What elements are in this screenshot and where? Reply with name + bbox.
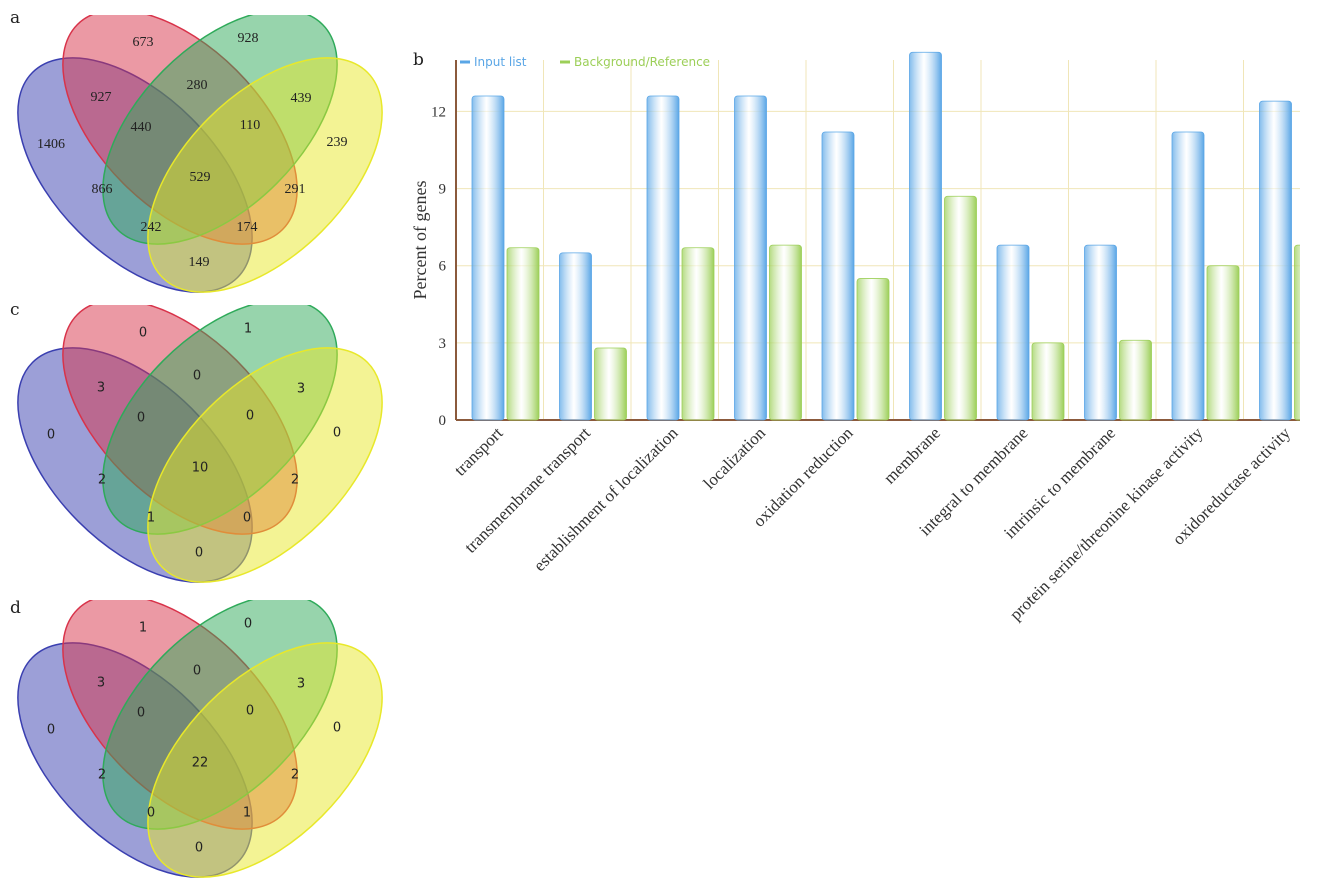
venn-count-red-yellow: 2 bbox=[291, 473, 299, 488]
y-axis-label: Percent of genes bbox=[410, 181, 430, 300]
bar-input-list-8 bbox=[1171, 131, 1205, 421]
venn-count-blue-yellow: 149 bbox=[189, 255, 210, 270]
bar-background-reference-9 bbox=[1294, 244, 1300, 421]
bar-background-reference-0 bbox=[506, 247, 540, 421]
bar-background-reference-3 bbox=[769, 244, 802, 421]
panel-label-d: d bbox=[10, 598, 21, 618]
venn-count-blue-red-green: 0 bbox=[137, 411, 145, 426]
bar-input-list-9 bbox=[1259, 100, 1292, 421]
venn-set-yellow bbox=[147, 347, 383, 583]
panel-label-b: b bbox=[413, 50, 424, 70]
venn-count-red-yellow: 2 bbox=[291, 768, 299, 783]
venn-count-yellow-only: 0 bbox=[333, 426, 341, 441]
venn-count-yellow-only: 239 bbox=[327, 135, 348, 150]
venn-count-blue-red: 3 bbox=[97, 381, 105, 396]
venn-count-red-only: 0 bbox=[139, 326, 147, 341]
panel-label-a: a bbox=[10, 8, 21, 28]
bar-background-reference-8 bbox=[1206, 265, 1240, 421]
bar-input-list-1 bbox=[559, 252, 592, 421]
venn-count-green-yellow: 3 bbox=[297, 382, 305, 397]
venn-count-blue-only: 0 bbox=[47, 723, 55, 738]
venn-count-blue-green: 866 bbox=[92, 182, 113, 197]
venn-count-blue-red-green: 440 bbox=[131, 120, 152, 135]
venn-count-blue-yellow: 0 bbox=[195, 841, 203, 856]
venn-count-red-green: 0 bbox=[193, 664, 201, 679]
venn-count-blue-red-yellow: 174 bbox=[237, 220, 258, 235]
legend-label: Background/Reference bbox=[574, 55, 710, 69]
venn-count-yellow-only: 0 bbox=[333, 721, 341, 736]
y-tick-label: 6 bbox=[439, 259, 447, 275]
venn-count-blue-green: 2 bbox=[98, 768, 106, 783]
venn-count-blue-green-yellow: 242 bbox=[141, 220, 162, 235]
y-tick-label: 9 bbox=[439, 182, 447, 198]
bar-background-reference-6 bbox=[1031, 342, 1065, 421]
bar-background-reference-5 bbox=[944, 195, 977, 421]
bar-input-list-6 bbox=[996, 244, 1030, 421]
bar-input-list-0 bbox=[471, 95, 505, 421]
venn-count-blue-red-yellow: 0 bbox=[243, 511, 251, 526]
venn-count-blue-only: 0 bbox=[47, 428, 55, 443]
venn-count-green-yellow: 439 bbox=[291, 91, 312, 106]
bar-background-reference-1 bbox=[594, 347, 627, 421]
legend-label: Input list bbox=[474, 55, 527, 69]
x-tick-label: transport bbox=[450, 423, 506, 479]
venn-count-blue-yellow: 0 bbox=[195, 546, 203, 561]
x-tick-label: establishment of localization bbox=[530, 423, 682, 575]
venn-count-blue-green-yellow: 0 bbox=[147, 806, 155, 821]
venn-set-yellow bbox=[147, 642, 383, 878]
bar-background-reference-2 bbox=[681, 247, 715, 421]
venn-count-all-four: 10 bbox=[192, 461, 209, 476]
venn-count-blue-red: 927 bbox=[91, 90, 112, 105]
venn-count-blue-green: 2 bbox=[98, 473, 106, 488]
x-tick-label: membrane bbox=[880, 423, 944, 487]
venn-count-blue-red: 3 bbox=[97, 676, 105, 691]
bar-background-reference-7 bbox=[1119, 339, 1152, 421]
venn-count-green-only: 1 bbox=[244, 322, 252, 337]
venn-count-blue-only: 1406 bbox=[37, 137, 65, 152]
venn-count-red-green-yellow: 110 bbox=[240, 118, 260, 133]
y-tick-label: 12 bbox=[431, 104, 446, 120]
bar-input-list-4 bbox=[821, 131, 855, 421]
bar-input-list-2 bbox=[646, 95, 680, 421]
venn-count-blue-red-yellow: 1 bbox=[243, 806, 251, 821]
bar-input-list-7 bbox=[1084, 244, 1117, 421]
venn-count-red-green: 280 bbox=[187, 78, 208, 93]
venn-diagram-a: 673 928 1406 239 927 280 439 440 110 866 529 291 242… bbox=[17, 15, 383, 293]
venn-count-blue-green-yellow: 1 bbox=[147, 511, 155, 526]
venn-count-red-green-yellow: 0 bbox=[246, 409, 254, 424]
venn-count-all-four: 529 bbox=[190, 170, 211, 185]
venn-count-green-only: 928 bbox=[238, 31, 259, 46]
venn-count-red-green: 0 bbox=[193, 369, 201, 384]
venn-count-all-four: 22 bbox=[192, 756, 209, 771]
venn-count-green-yellow: 3 bbox=[297, 677, 305, 692]
venn-count-green-only: 0 bbox=[244, 617, 252, 632]
bar-background-reference-4 bbox=[856, 278, 890, 421]
bar-input-list-5 bbox=[909, 51, 942, 421]
panel-label-c: c bbox=[10, 300, 20, 320]
y-tick-label: 0 bbox=[439, 413, 447, 429]
venn-count-red-yellow: 291 bbox=[285, 182, 306, 197]
venn-set-yellow bbox=[147, 57, 383, 293]
x-tick-label: protein serine/threonine kinase activity bbox=[1006, 423, 1207, 624]
y-tick-label: 3 bbox=[439, 336, 447, 352]
bar-input-list-3 bbox=[734, 95, 767, 421]
venn-count-red-only: 673 bbox=[133, 35, 154, 50]
venn-count-blue-red-green: 0 bbox=[137, 706, 145, 721]
x-tick-label: localization bbox=[700, 423, 770, 493]
venn-count-red-green-yellow: 0 bbox=[246, 704, 254, 719]
venn-count-red-only: 1 bbox=[139, 621, 147, 636]
